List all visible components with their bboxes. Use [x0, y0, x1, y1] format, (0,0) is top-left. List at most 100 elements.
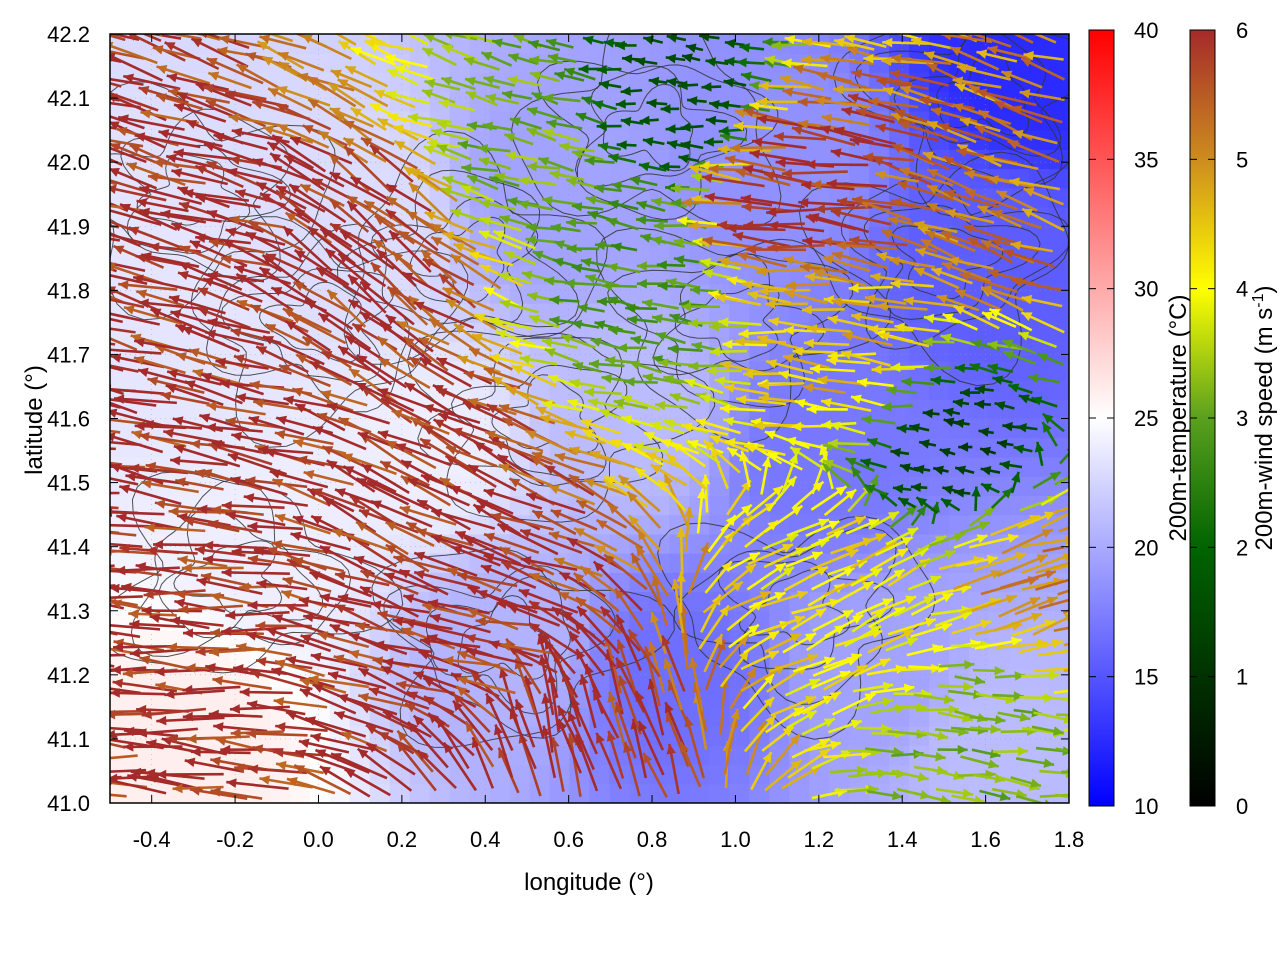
temperature-cell [449, 34, 471, 54]
wind-vector-shaft [110, 691, 118, 695]
temperature-cell [509, 283, 531, 304]
wind-vector-head [77, 624, 88, 633]
temperature-cell [229, 745, 251, 766]
wind-vector-head [80, 266, 91, 275]
temperature-cell [569, 283, 591, 304]
temperature-cell [409, 764, 431, 785]
temperature-cell [289, 783, 311, 803]
temperature-cell [609, 572, 631, 593]
wind-vector-head [73, 388, 84, 397]
temperature-cell [169, 226, 191, 247]
temperature-cell [429, 514, 451, 535]
temperature-cell [629, 264, 651, 285]
temperature-cell [729, 783, 750, 803]
temperature-cell [649, 168, 671, 189]
temperature-cell [349, 745, 371, 766]
temperature-cell [949, 456, 970, 477]
temperature-cell [889, 783, 910, 803]
temperature-cell [389, 264, 411, 285]
temperature-cell [329, 783, 351, 803]
temperature-cell [489, 687, 511, 708]
temperature-cell [969, 322, 990, 343]
temperature-cell [989, 418, 1010, 439]
wind-vector-head [339, 21, 350, 30]
temperature-cell [110, 187, 131, 208]
temperature-cell [509, 783, 531, 803]
temperature-cell [149, 437, 171, 458]
wind-vector-head [76, 640, 87, 649]
wind-vector-head [72, 308, 83, 317]
wind-vector-head [75, 133, 86, 142]
wind-vector-head [98, 143, 109, 152]
wind-vector-shaft [110, 126, 116, 130]
temperature-cell [489, 130, 511, 150]
temperature-cell [589, 168, 611, 189]
temperature-cell [789, 783, 810, 803]
wind-vector-head [49, 114, 60, 123]
wind-vector-head [62, 584, 72, 594]
temperature-cell [449, 149, 471, 170]
wind-vector-head [99, 563, 109, 572]
temperature-cell [529, 380, 551, 400]
temperature-cell [209, 533, 231, 554]
plot-area [49, 21, 1069, 803]
temperature-cell [529, 187, 551, 208]
wind-vector-head [55, 443, 65, 453]
temperature-cell [809, 418, 830, 439]
temperature-cell [169, 53, 191, 74]
temperature-cell [209, 687, 231, 708]
temperature-cell [189, 283, 211, 304]
wind-vector-shaft [110, 564, 115, 568]
temperature-cell [209, 610, 231, 631]
temperature-cell [169, 668, 191, 689]
temperature-cell [189, 629, 211, 650]
temperature-cell [1049, 91, 1069, 112]
temperature-cell [329, 514, 351, 535]
temperature-cell [689, 456, 710, 477]
temperature-cell [749, 303, 770, 323]
temperature-cell [549, 187, 571, 208]
temperature-cell [169, 130, 191, 150]
temperature-cell [389, 629, 411, 650]
temperature-cell [229, 456, 251, 477]
wind-vector-head [94, 86, 105, 95]
wind-vector-head [98, 520, 108, 530]
temperature-cell [489, 783, 511, 803]
temperature-cell [229, 72, 251, 93]
temperature-cell [1049, 72, 1069, 93]
wind-vector-head [95, 135, 106, 144]
temperature-cell [589, 553, 611, 573]
wind-vector [110, 267, 118, 273]
wind-vector-head [64, 184, 75, 193]
temperature-cell [449, 764, 471, 785]
temperature-cell [949, 341, 970, 362]
temperature-cell [969, 649, 990, 670]
wind-vector-head [84, 461, 94, 471]
temperature-cell [709, 706, 730, 727]
wind-vector-head [63, 712, 73, 722]
temperature-cell [829, 764, 850, 785]
temperature-cell [909, 668, 930, 689]
temperature-cell [909, 303, 930, 323]
temperature-cell [649, 245, 671, 266]
temperature-cell [669, 341, 690, 362]
temperature-cell [289, 226, 311, 247]
temperature-cell [149, 745, 171, 766]
temperature-cell [329, 91, 351, 112]
temperature-cell [1049, 53, 1069, 74]
temperature-cell [1029, 456, 1050, 477]
temperature-cell [989, 706, 1010, 727]
temperature-cell [149, 629, 171, 650]
temperature-cell [549, 91, 571, 112]
wind-vector-head [98, 735, 109, 744]
wind-vector-head [57, 651, 67, 661]
wind-vector-head [96, 394, 106, 403]
temperature-cell [829, 53, 850, 74]
temperature-cell [169, 399, 191, 420]
wind-vector-shaft [110, 584, 116, 588]
temperature-cell [1049, 283, 1069, 304]
temperature-cell [589, 783, 611, 803]
wind-vector-head [54, 776, 64, 786]
temperature-cell [789, 303, 810, 323]
temperature-cell [449, 726, 471, 746]
